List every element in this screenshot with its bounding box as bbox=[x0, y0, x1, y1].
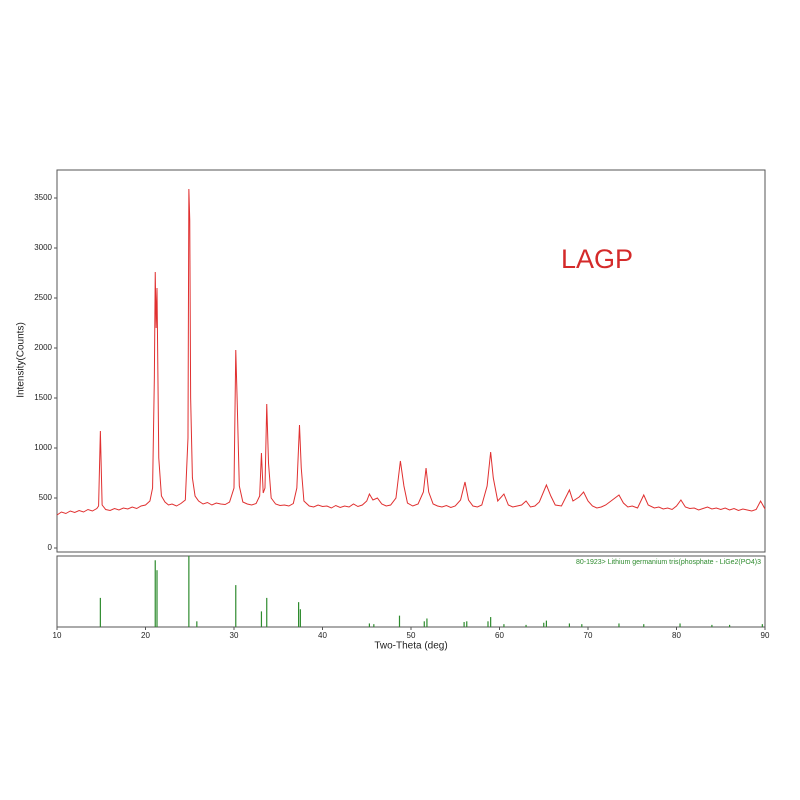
y-tick-label: 3000 bbox=[34, 243, 52, 252]
y-tick-label: 2500 bbox=[34, 293, 52, 302]
y-tick-label: 2000 bbox=[34, 343, 52, 352]
y-tick-label: 1500 bbox=[34, 393, 52, 402]
y-axis-label: Intensity(Counts) bbox=[16, 322, 27, 398]
y-tick-label: 1000 bbox=[34, 443, 52, 452]
x-tick-label: 90 bbox=[761, 631, 770, 640]
y-tick-label: 500 bbox=[39, 493, 53, 502]
y-tick-label: 0 bbox=[48, 543, 53, 552]
main-frame bbox=[56, 169, 766, 553]
x-tick-label: 30 bbox=[230, 631, 239, 640]
x-tick-label: 20 bbox=[141, 631, 150, 640]
reference-frame bbox=[56, 555, 766, 628]
x-tick-label: 40 bbox=[318, 631, 327, 640]
x-tick-label: 50 bbox=[407, 631, 416, 640]
y-tick-label: 3500 bbox=[34, 193, 52, 202]
x-tick-label: 10 bbox=[53, 631, 62, 640]
sample-label: LAGP bbox=[561, 244, 633, 274]
x-axis-label: Two-Theta (deg) bbox=[374, 641, 447, 652]
intensity-line bbox=[56, 188, 766, 516]
reference-label: 80-1923> Lithium germanium tris(phosphat… bbox=[576, 559, 761, 566]
x-tick-label: 80 bbox=[672, 631, 681, 640]
x-tick-label: 70 bbox=[584, 631, 593, 640]
x-tick-label: 60 bbox=[495, 631, 504, 640]
